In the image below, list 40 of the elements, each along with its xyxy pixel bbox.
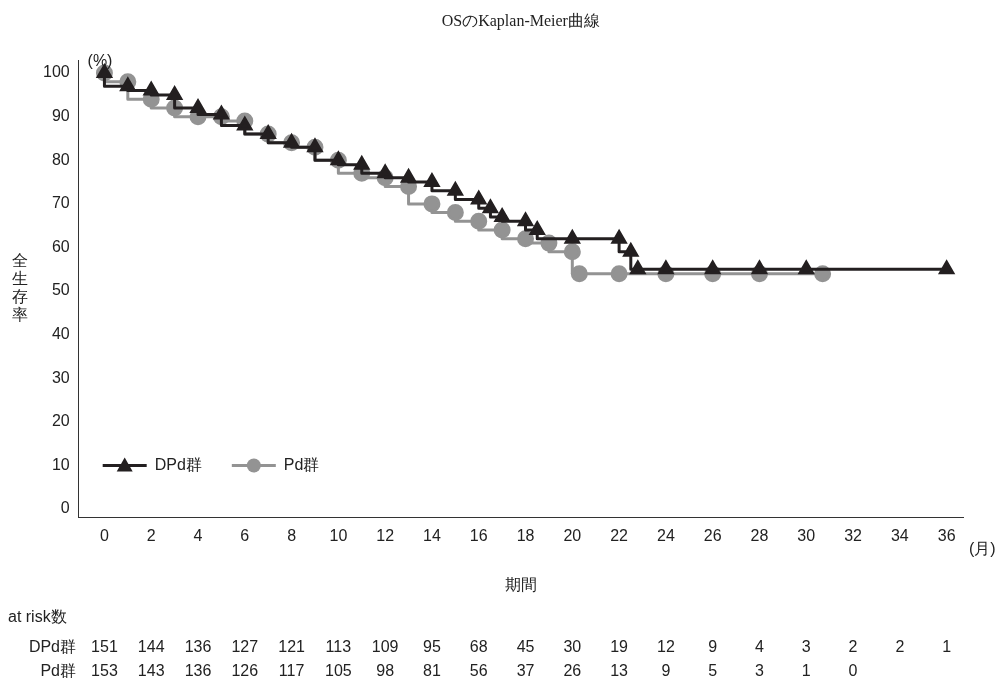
text: Pd群 153 143 136 126 117 105 98 81 56 37 26 13 9 5 3 1 0 (40, 662, 858, 680)
legend-label: Pd群 (283, 455, 320, 473)
y-tick-label: 20 (51, 412, 70, 430)
x-tick-label: 36 (937, 526, 956, 544)
x-tick-label: 30 (797, 526, 816, 544)
y-tick-label: 90 (51, 107, 70, 125)
x-tick-label: 2 (146, 526, 156, 544)
y-tick-label: 70 (51, 194, 70, 212)
x-tick-label: 26 (703, 526, 722, 544)
x-tick-label: 32 (844, 526, 863, 544)
legend-label: DPd群 (154, 455, 202, 473)
x-tick-label: 20 (563, 526, 582, 544)
x-tick-label: 14 (423, 526, 441, 544)
annotation: (%) (87, 52, 113, 70)
y-axis-title: 全生存率 (12, 252, 28, 324)
y-tick-label: 0 (60, 499, 70, 517)
x-tick-label: 34 (890, 526, 909, 544)
x-tick-label: 24 (656, 526, 675, 544)
x-tick-label: 6 (240, 526, 250, 544)
y-tick-label: 80 (51, 150, 70, 168)
chart-title: OSのKaplan-Meier曲線 (441, 12, 600, 31)
y-tick-label: 60 (51, 237, 70, 255)
x-tick-label: 22 (610, 526, 629, 544)
x-axis-title: 期間 (504, 576, 537, 594)
text: DPd群 151 144 136 127 121 113 109 95 68 45 30 19 12 9 4 3 2 2 1 (28, 638, 952, 656)
x-tick-label: 8 (287, 526, 297, 544)
text: at risk数 (8, 608, 67, 626)
x-tick-label: 18 (516, 526, 535, 544)
x-tick-label: 10 (329, 526, 348, 544)
x-tick-label: 12 (376, 526, 395, 544)
x-tick-label: 0 (99, 526, 109, 544)
x-tick-label: 16 (469, 526, 488, 544)
y-tick-label: 40 (51, 325, 70, 343)
x-tick-label: 28 (750, 526, 769, 544)
y-tick-label: 100 (42, 63, 70, 81)
y-tick-label: 50 (51, 281, 70, 299)
y-tick-label: 30 (51, 368, 70, 386)
x-tick-label: 4 (193, 526, 203, 544)
text: (月) (969, 540, 996, 558)
y-tick-label: 10 (51, 455, 70, 473)
